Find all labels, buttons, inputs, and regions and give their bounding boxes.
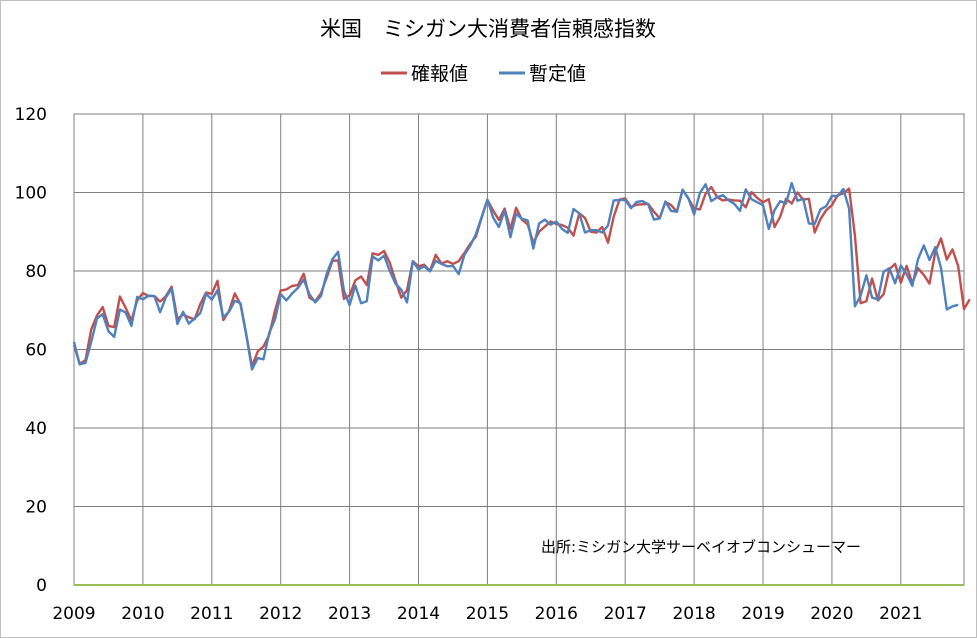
- series-line-1: [72, 185, 971, 368]
- x-tick-label: 2020: [810, 604, 853, 624]
- y-tick-label: 100: [15, 184, 47, 204]
- series-line-2: [72, 181, 959, 371]
- axis-labels: 0 20 40 60 80 100 120 2009 2010 2011 2012 2013 2014 2…: [15, 105, 923, 624]
- y-tick-label: 60: [25, 341, 47, 361]
- legend: 確報値 暫定値: [381, 63, 586, 85]
- y-tick-label: 0: [36, 576, 47, 596]
- y-tick-label: 40: [25, 419, 47, 439]
- x-tick-label: 2019: [741, 604, 784, 624]
- x-tick-label: 2013: [328, 604, 371, 624]
- x-tick-label: 2018: [672, 604, 715, 624]
- x-tick-label: 2017: [604, 604, 647, 624]
- series-layer: [72, 181, 971, 371]
- chart-title: 米国 ミシガン大消費者信頼感指数: [320, 17, 656, 41]
- x-tick-label: 2014: [397, 604, 440, 624]
- x-tick-label: 2015: [466, 604, 509, 624]
- legend-label-2: 暫定値: [529, 63, 586, 85]
- x-tick-label: 2011: [190, 604, 233, 624]
- x-tick-label: 2010: [121, 604, 164, 624]
- legend-label-1: 確報値: [411, 63, 468, 85]
- x-tick-label: 2012: [259, 604, 302, 624]
- x-tick-label: 2016: [535, 604, 578, 624]
- grid: [73, 113, 965, 586]
- y-tick-label: 120: [15, 105, 47, 125]
- y-tick-label: 80: [25, 262, 47, 282]
- x-tick-label: 2021: [879, 604, 922, 624]
- source-note: 出所:ミシガン大学サーベイオブコンシューマー: [541, 538, 861, 556]
- x-tick-label: 2009: [52, 604, 95, 624]
- y-tick-label: 20: [25, 498, 47, 518]
